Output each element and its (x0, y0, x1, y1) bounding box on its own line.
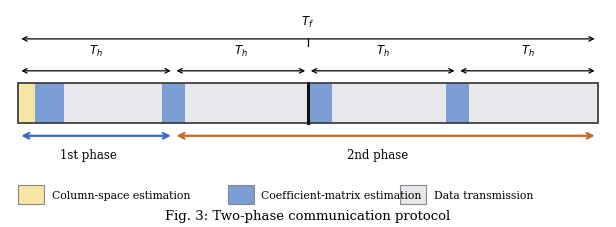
Bar (18, 84, 598, 124)
Bar (63, 84, 162, 124)
Bar (162, 84, 185, 124)
Text: $T_h$: $T_h$ (89, 44, 103, 59)
Text: $T_h$: $T_h$ (234, 44, 248, 59)
Text: $T_f$: $T_f$ (301, 15, 315, 30)
Text: 1st phase: 1st phase (60, 149, 116, 162)
Text: 2nd phase: 2nd phase (347, 149, 408, 162)
Bar (469, 84, 598, 124)
Bar (332, 84, 446, 124)
Bar (228, 185, 254, 204)
Text: $T_h$: $T_h$ (376, 44, 390, 59)
Bar (446, 84, 469, 124)
Text: Coefficient-matrix estimation: Coefficient-matrix estimation (261, 190, 421, 200)
Bar (400, 185, 426, 204)
Text: Data transmission: Data transmission (434, 190, 533, 200)
Text: Fig. 3: Two-phase communication protocol: Fig. 3: Two-phase communication protocol (165, 210, 451, 222)
Bar (309, 84, 332, 124)
Text: Column-space estimation: Column-space estimation (52, 190, 190, 200)
Bar (18, 84, 34, 124)
Bar (185, 84, 307, 124)
Text: $T_h$: $T_h$ (521, 44, 535, 59)
Bar (18, 185, 44, 204)
Bar (34, 84, 63, 124)
